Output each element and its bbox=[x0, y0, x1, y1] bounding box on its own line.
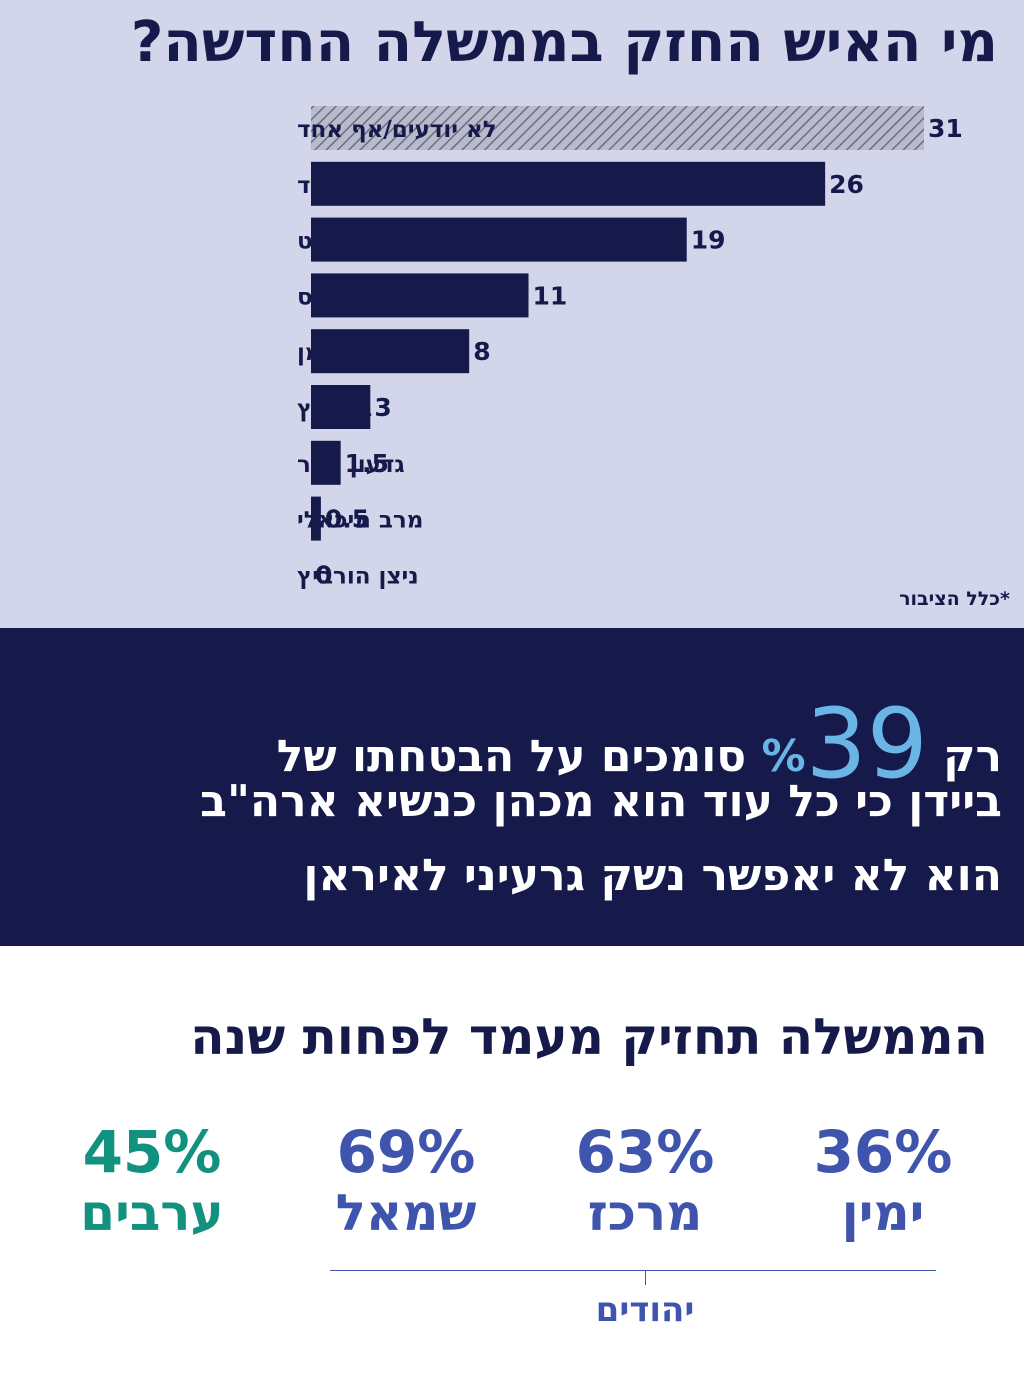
bar-value-label: 19 bbox=[691, 226, 726, 255]
footnote: *כלל הציבור bbox=[899, 588, 1010, 610]
stat-group: ערבים bbox=[80, 1184, 224, 1242]
highlight-line-3: הוא לא יאפשר נשק גרעיני לאיראן bbox=[303, 850, 1002, 901]
jews-bracket-label: יהודים bbox=[595, 1290, 695, 1330]
bar-6 bbox=[311, 440, 341, 485]
bar-2 bbox=[311, 217, 687, 262]
bottom-title: הממשלה תחזיק מעמד לפחות שנה bbox=[190, 1008, 988, 1066]
bar-value-label: 0.5 bbox=[325, 505, 369, 534]
category-label: בני גנץ bbox=[297, 396, 372, 422]
bar-value-label: 11 bbox=[533, 281, 568, 310]
chart-panel: מי האיש החזק בממשלה החדשה? 31 לא יודעים/א… bbox=[0, 0, 1024, 628]
bar-5 bbox=[311, 385, 371, 429]
bar-value-label: 3 bbox=[374, 393, 391, 422]
stat-arabs: 45% ערבים bbox=[32, 1118, 272, 1242]
category-label: לא יודעים/אף אחד bbox=[297, 117, 497, 143]
stat-group: שמאל bbox=[335, 1184, 477, 1242]
stat-value: 36% bbox=[813, 1118, 953, 1186]
bar-1 bbox=[311, 161, 826, 206]
bar-value-label: 26 bbox=[829, 170, 864, 199]
chart-title: מי האיש החזק בממשלה החדשה? bbox=[130, 10, 998, 75]
bar-0 bbox=[311, 106, 924, 150]
bar-3 bbox=[311, 273, 529, 318]
highlight-line-1-rest: סומכים על הבטחתו של bbox=[276, 731, 747, 782]
highlight-line-1: רק %39 סומכים על הבטחתו של bbox=[277, 688, 1002, 800]
category-label: מרב מיכאלי bbox=[297, 508, 423, 534]
category-label: ניצן הורביץ bbox=[297, 563, 419, 589]
category-label: יאיר לפיד bbox=[297, 173, 398, 199]
stat-value: 69% bbox=[336, 1118, 476, 1186]
bar-7 bbox=[311, 496, 321, 541]
bar-value-label: 0 bbox=[315, 560, 332, 589]
stat-value: 45% bbox=[82, 1118, 222, 1186]
bar-value-label: 1.5 bbox=[345, 449, 389, 478]
stat-right: 36% ימין bbox=[763, 1118, 1003, 1242]
highlight-line-2: ביידן כי כל עוד הוא מכהן כנשיא ארה"ב bbox=[200, 776, 1002, 827]
category-label: אביגדור ליברמן bbox=[297, 340, 461, 366]
highlight-panel: רק %39 סומכים על הבטחתו של ביידן כי כל ע… bbox=[0, 628, 1024, 946]
stat-center: 63% מרכז bbox=[525, 1118, 765, 1242]
highlight-prefix: רק bbox=[943, 731, 1002, 782]
stat-group: מרכז bbox=[587, 1184, 703, 1242]
highlight-number: 39 bbox=[805, 688, 928, 800]
category-label: מנסור עבאס bbox=[297, 284, 431, 310]
bar-value-label: 8 bbox=[473, 337, 490, 366]
stat-value: 63% bbox=[575, 1118, 715, 1186]
stat-group: ימין bbox=[841, 1184, 925, 1242]
category-label: גדעון סער bbox=[297, 452, 405, 478]
bar-value-label: 31 bbox=[928, 114, 963, 143]
category-label: נפתלי בנט bbox=[297, 229, 407, 255]
jews-bracket-tick bbox=[645, 1271, 646, 1285]
bar-4 bbox=[311, 329, 470, 374]
stat-left: 69% שמאל bbox=[286, 1118, 526, 1242]
bar-chart: 31 לא יודעים/אף אחד 26 יאיר לפיד 19 נפתלי בנט… bbox=[297, 106, 963, 589]
jews-bracket-line bbox=[330, 1270, 936, 1271]
highlight-percent-sign: % bbox=[761, 731, 806, 782]
